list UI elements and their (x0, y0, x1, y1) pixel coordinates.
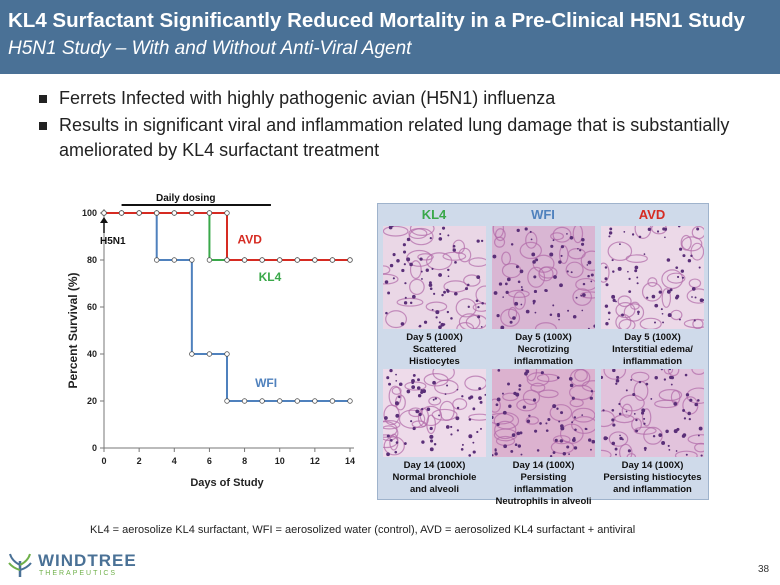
y-tick-label: 40 (87, 349, 97, 359)
y-axis-title: Percent Survival (%) (66, 272, 80, 388)
data-point-avd (312, 257, 318, 263)
data-point-wfi (329, 398, 336, 404)
data-point-wfi (206, 351, 213, 357)
x-tick-label: 6 (207, 456, 212, 466)
data-point-wfi (224, 351, 230, 357)
series-line-avd (104, 212, 350, 261)
column-header-kl4: KL4 (421, 207, 447, 222)
data-point-wfi (312, 398, 318, 404)
data-point-avd (154, 210, 160, 216)
histology-caption: Day 5 (100X) Interstitial edema/inflammat… (612, 332, 693, 367)
histology-cell: Day 14 (100X) Normal bronchiole and alveol… (383, 369, 486, 496)
histology-panel: KL4 WFI AVD Day 5 (100X) Scattered Histioc… (377, 203, 709, 507)
y-tick-label: 80 (87, 255, 97, 265)
y-tick-label: 100 (82, 208, 97, 218)
slide-title: KL4 Surfactant Significantly Reduced Mor… (8, 9, 746, 32)
data-point-kl4 (206, 257, 213, 263)
x-tick-label: 14 (345, 456, 355, 466)
y-tick-label: 0 (92, 443, 97, 453)
data-point-avd (189, 210, 195, 216)
data-point-wfi (189, 351, 195, 357)
page-number: 38 (758, 564, 770, 575)
histology-image-kl4-day5 (383, 226, 486, 329)
title-bar: KL4 Surfactant Significantly Reduced Mor… (0, 0, 780, 74)
footnote: KL4 = aerosolize KL4 surfactant, WFI = a… (90, 524, 636, 536)
histology-image-kl4-day14 (383, 369, 486, 457)
histology-image-wfi-day14 (492, 369, 595, 457)
data-point-wfi (347, 398, 353, 404)
histology-cell: Day 5 (100X) Scattered Histiocytes (383, 226, 486, 368)
histology-cell: Day 14 (100X) Persisting inflammation Neut… (492, 369, 595, 508)
survival-chart: 0 20 40 60 80 100 0 2 4 6 8 10 12 14 Days of Study Perc… (66, 193, 355, 489)
data-point-avd (224, 210, 230, 216)
bullet-list: Ferrets Infected with highly pathogenic … (37, 86, 757, 165)
histology-cell: Day 14 (100X) Persisting histiocytes and i… (601, 369, 704, 496)
h5n1-label: H5N1 (100, 236, 126, 247)
data-point-wfi (294, 398, 300, 404)
histology-image-wfi-day5 (492, 226, 595, 329)
histology-cell: Day 5 (100X) Necrotizing inflammation (492, 226, 595, 368)
data-point-avd (294, 257, 300, 263)
company-logo: WINDTREE THERAPEUTICS (6, 551, 146, 581)
x-tick-label: 12 (310, 456, 320, 466)
column-header-avd: AVD (638, 207, 666, 222)
slide-subtitle: H5N1 Study – With and Without Anti-Viral… (8, 38, 412, 59)
data-point-avd (241, 257, 248, 263)
data-point-wfi (154, 257, 160, 263)
data-point-avd (347, 257, 353, 263)
series-label-wfi: WFI (255, 376, 277, 390)
y-tick-label: 20 (87, 396, 97, 406)
x-tick-label: 10 (275, 456, 285, 466)
data-point-avd (224, 257, 230, 263)
histology-cell: Day 5 (100X) Interstitial edema/inflammat… (601, 226, 704, 368)
bullet-square-icon (39, 95, 47, 103)
bullet-item: Ferrets Infected with highly pathogenic … (37, 86, 757, 111)
data-point-wfi (241, 398, 248, 404)
data-point-avd (277, 257, 283, 263)
series-label-kl4: KL4 (259, 270, 282, 284)
logo-wordmark: WINDTREE (38, 551, 137, 570)
histology-caption: Day 14 (100X) Persisting inflammation Neut… (495, 460, 592, 507)
bullet-square-icon (39, 122, 47, 130)
histology-caption: Day 14 (100X) Normal bronchiole and alveol… (392, 460, 477, 495)
y-tick-label: 60 (87, 302, 97, 312)
x-tick-label: 0 (101, 456, 106, 466)
data-point-wfi (277, 398, 283, 404)
bullet-text: Results in significant viral and inflamm… (59, 115, 730, 160)
data-point-avd (206, 210, 213, 216)
data-point-wfi (259, 398, 265, 404)
data-point-avd (101, 210, 107, 216)
bullet-text: Ferrets Infected with highly pathogenic … (59, 88, 556, 108)
histology-image-avd-day14 (601, 369, 704, 457)
x-tick-label: 4 (172, 456, 177, 466)
h5n1-arrowhead-icon (100, 217, 108, 223)
x-axis-title: Days of Study (190, 477, 264, 489)
histology-caption: Day 5 (100X) Necrotizing inflammation (513, 332, 574, 367)
series-label-avd: AVD (238, 233, 263, 247)
data-point-avd (136, 210, 142, 216)
tree-icon (8, 553, 32, 577)
logo-tagline: THERAPEUTICS (39, 570, 118, 577)
data-point-avd (171, 210, 177, 216)
data-point-avd (259, 257, 265, 263)
data-point-avd (329, 257, 336, 263)
data-point-wfi (189, 257, 195, 263)
data-point-avd (118, 210, 125, 216)
data-point-wfi (224, 398, 230, 404)
x-tick-label: 8 (242, 456, 247, 466)
histology-caption: Day 14 (100X) Persisting histiocytes and i… (603, 460, 702, 495)
x-tick-label: 2 (137, 456, 142, 466)
histology-caption: Day 5 (100X) Scattered Histiocytes (406, 332, 463, 367)
data-point-wfi (171, 257, 177, 263)
daily-dosing-label: Daily dosing (156, 193, 215, 204)
column-header-wfi: WFI (531, 207, 555, 222)
bullet-item: Results in significant viral and inflamm… (37, 113, 757, 163)
histology-image-avd-day5 (601, 226, 704, 329)
